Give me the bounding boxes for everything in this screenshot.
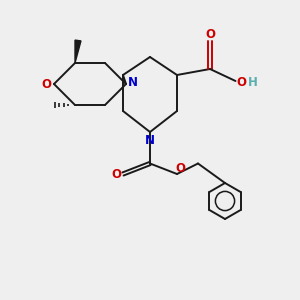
Text: N: N xyxy=(128,76,138,89)
Polygon shape xyxy=(75,40,81,63)
Text: O: O xyxy=(236,76,247,89)
Text: O: O xyxy=(205,28,215,41)
Text: O: O xyxy=(41,77,52,91)
Text: O: O xyxy=(111,167,121,181)
Text: H: H xyxy=(248,76,258,89)
Text: N: N xyxy=(145,134,155,147)
Text: O: O xyxy=(175,161,185,175)
